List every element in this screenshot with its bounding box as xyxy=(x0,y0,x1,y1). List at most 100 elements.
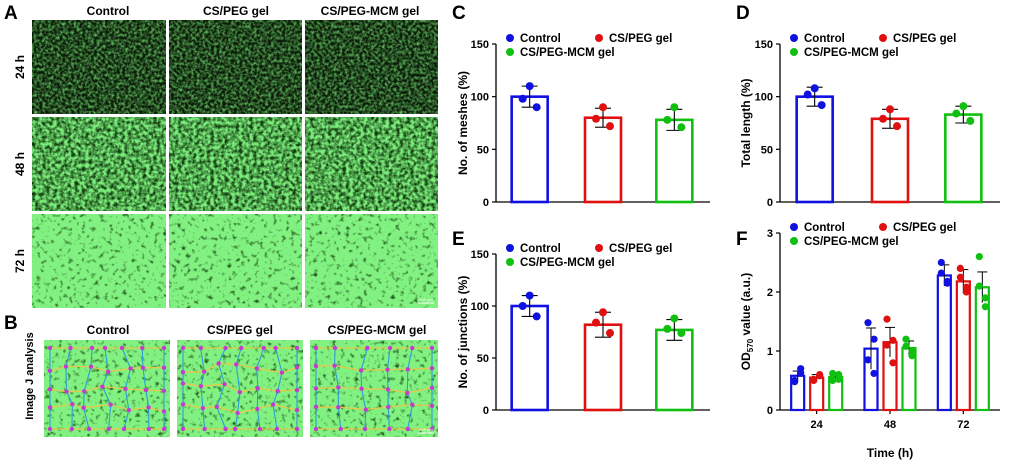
y-tick-label: 50 xyxy=(477,144,489,156)
mesh-junction xyxy=(270,402,276,407)
mesh-segment xyxy=(90,366,109,373)
mesh-junction xyxy=(365,345,370,351)
data-point-cs-peg-gel xyxy=(606,122,614,131)
mesh-junction xyxy=(123,386,128,392)
mesh-segment xyxy=(365,406,389,411)
mesh-segment xyxy=(65,366,68,392)
data-point-control xyxy=(870,335,878,343)
mesh-segment xyxy=(237,392,241,413)
mesh-segment xyxy=(182,403,203,409)
mesh-junction xyxy=(313,345,319,351)
panel-a-letter: A xyxy=(4,3,18,24)
panel-b-header-cspeg-mcm: CS/PEG-MCM gel xyxy=(328,323,427,337)
data-point-cs-peg-mcm-gel xyxy=(663,115,672,124)
data-point-cs-peg-mcm-gel xyxy=(908,347,916,355)
mesh-junction xyxy=(119,345,125,351)
mesh-segment xyxy=(338,386,362,390)
chart-e-letter: E xyxy=(452,229,465,250)
data-point-cs-peg-gel xyxy=(606,329,614,338)
mesh-segment xyxy=(216,406,238,414)
chart-f-letter: F xyxy=(736,229,748,250)
panel-b-side-label: Image J analysis xyxy=(24,332,36,419)
mesh-segment xyxy=(142,367,147,391)
x-axis-label: Time (h) xyxy=(867,446,913,460)
mesh-segment xyxy=(83,407,90,430)
mesh-junction xyxy=(238,345,244,351)
data-point-control xyxy=(817,101,826,110)
mesh-segment xyxy=(236,363,257,369)
bar-control xyxy=(936,274,952,412)
mesh-junction xyxy=(222,381,227,387)
panel-b-mesh-overlay-control xyxy=(47,345,167,432)
data-point-control xyxy=(525,82,534,91)
mesh-segment xyxy=(256,408,261,430)
mesh-segment xyxy=(128,406,149,411)
legend-marker-cs-peg-gel xyxy=(879,223,887,231)
mesh-junction xyxy=(64,389,69,394)
x-tick-label: 72 xyxy=(957,419,969,431)
mesh-junction xyxy=(294,387,300,393)
mesh-segment xyxy=(200,383,225,387)
mesh-segment xyxy=(277,389,298,392)
mesh-junction xyxy=(102,345,108,351)
mesh-junction xyxy=(294,407,300,413)
mesh-junction xyxy=(255,386,261,391)
mesh-segment xyxy=(218,363,226,385)
mesh-segment xyxy=(200,386,204,409)
y-axis-label: Total length (%) xyxy=(739,78,753,167)
mesh-junction xyxy=(429,403,435,408)
mesh-segment xyxy=(360,347,368,371)
mesh-segment xyxy=(407,404,413,430)
mesh-segment xyxy=(272,390,279,405)
chart-e: E 0 50 100 150 No. of junctions (%) Control CS/… xyxy=(452,229,710,417)
panel-a-micrograph-grid xyxy=(32,20,438,308)
data-point-cs-peg-mcm-gel xyxy=(835,371,843,379)
mesh-segment xyxy=(108,404,112,430)
legend-label-cs-peg-gel: CS/PEG gel xyxy=(609,33,672,45)
mesh-junction xyxy=(363,407,368,412)
mesh-junction xyxy=(201,369,207,374)
panel-b-header-cspeg: CS/PEG gel xyxy=(207,323,273,337)
y-tick-label: 100 xyxy=(755,92,773,104)
legend-marker-control xyxy=(790,223,798,231)
mesh-junction xyxy=(180,345,186,351)
y-tick-label: 0 xyxy=(767,197,773,209)
x-tick-label: 48 xyxy=(884,419,896,431)
mesh-segment xyxy=(337,407,342,430)
data-point-cs-peg-mcm-gel xyxy=(966,116,975,125)
mesh-junction xyxy=(89,345,95,351)
legend-marker-cs-peg-gel xyxy=(879,34,887,42)
data-point-cs-peg-gel xyxy=(962,283,970,291)
mesh-segment xyxy=(141,347,144,368)
mesh-junction xyxy=(273,345,278,351)
data-point-cs-peg-gel xyxy=(879,114,887,123)
mesh-junction xyxy=(146,426,152,432)
mesh-junction xyxy=(410,345,415,351)
mesh-segment xyxy=(334,365,339,388)
mesh-segment xyxy=(256,368,259,389)
mesh-segment xyxy=(315,386,339,390)
data-point-control xyxy=(525,291,534,300)
y-axis-label: No. of junctions (%) xyxy=(456,276,470,389)
mesh-junction xyxy=(294,426,300,432)
data-point-control xyxy=(532,312,541,321)
mesh-segment xyxy=(360,370,363,389)
mesh-segment xyxy=(361,368,388,372)
mesh-junction xyxy=(180,381,186,386)
mesh-segment xyxy=(407,367,433,371)
mesh-junction xyxy=(68,345,73,351)
y-tick-label: 150 xyxy=(471,39,489,51)
y-tick-label: 50 xyxy=(761,144,773,156)
mesh-segment xyxy=(66,391,73,405)
mesh-junction xyxy=(223,426,228,432)
mesh-junction xyxy=(385,387,391,392)
mesh-segment xyxy=(65,347,72,367)
data-point-cs-peg-mcm-gel xyxy=(975,282,983,290)
mesh-junction xyxy=(359,386,364,391)
mesh-junction xyxy=(47,345,53,351)
x-tick-label: 24 xyxy=(811,419,824,431)
mesh-junction xyxy=(294,345,300,351)
mesh-segment xyxy=(257,403,274,410)
mesh-junction xyxy=(429,385,435,390)
panel-a-row-48h: 48 h xyxy=(13,152,27,176)
